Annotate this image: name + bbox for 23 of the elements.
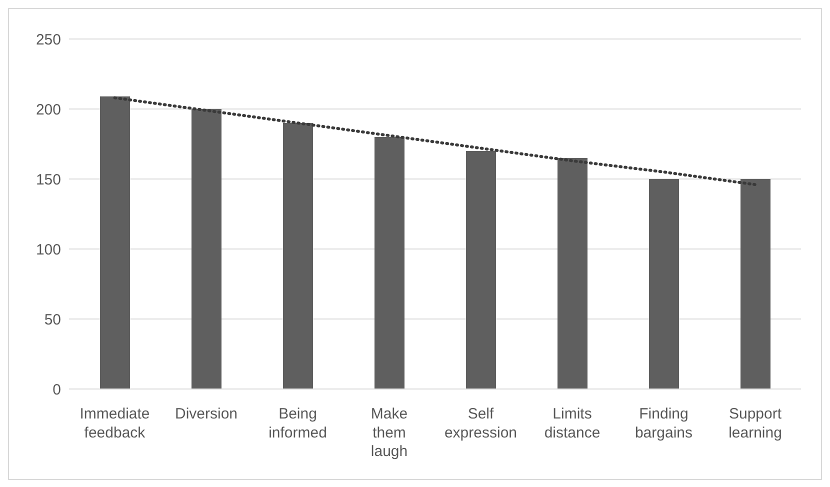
bar	[649, 179, 679, 389]
y-tick-label: 50	[44, 311, 61, 328]
bar	[374, 137, 404, 389]
line-series	[113, 96, 757, 186]
bar	[192, 109, 222, 389]
x-tick-label: Diversion	[174, 406, 238, 422]
x-tick-label: Limits distance	[544, 406, 600, 442]
y-tick-label: 200	[36, 101, 61, 118]
x-tick-label: Self expression	[444, 406, 518, 442]
y-tick-label: 100	[36, 241, 61, 258]
y-tick-label: 250	[36, 31, 61, 48]
x-tick-label: Finding bargains	[634, 406, 693, 442]
x-tick-label: Being informed	[268, 406, 327, 442]
bar	[100, 96, 130, 389]
x-tick-label: Make them laugh	[370, 406, 408, 460]
y-tick-label: 150	[36, 171, 61, 188]
y-tick-label: 0	[52, 381, 61, 398]
bar	[466, 151, 496, 389]
x-tick-label: Support learning	[728, 406, 782, 442]
bar	[283, 123, 313, 389]
bar	[558, 158, 588, 389]
bar	[740, 179, 770, 389]
x-tick-label: Immediate feedback	[80, 406, 150, 442]
